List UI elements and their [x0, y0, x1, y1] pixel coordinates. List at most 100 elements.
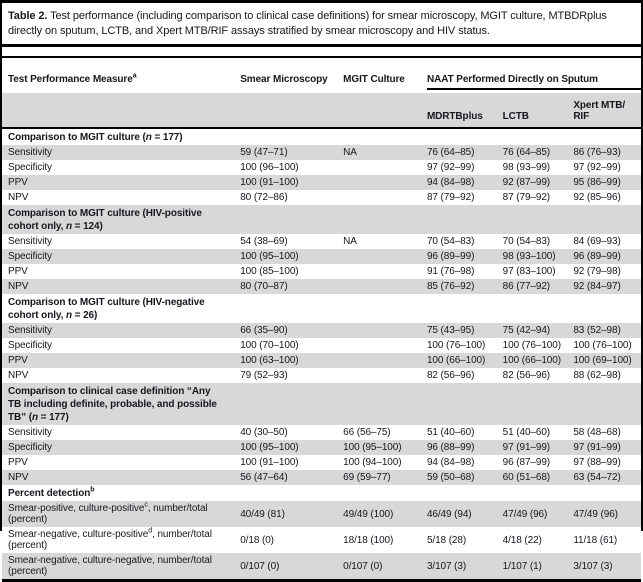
value-cell: 47/49 (96) — [573, 508, 618, 520]
value-cell: 82 (56–96) — [502, 370, 551, 381]
table-row: Sensitivity 40 (30–50) 66 (56–75) 51 (40–60… — [2, 425, 641, 440]
value-cell: 100 (95–100) — [343, 442, 402, 453]
column-header-row: Test Performance Measurea Smear Microsco… — [2, 57, 641, 93]
row-label: Specificity — [8, 251, 52, 262]
value-cell: 87 (79–92) — [426, 192, 475, 203]
col-header-smear-microscopy: Smear Microscopy — [240, 74, 328, 85]
value-cell: 51 (40–60) — [426, 427, 475, 438]
value-cell: 92 (87–99) — [502, 177, 551, 188]
value-cell: 96 (89–99) — [573, 251, 621, 262]
value-cell: 96 (87–99) — [502, 457, 551, 468]
table-row: Sensitivity 54 (38–69) NA 70 (54–83) 70 (54–… — [2, 234, 641, 249]
empty-cell — [2, 93, 241, 129]
value-cell: 91 (76–98) — [426, 266, 475, 277]
value-cell — [343, 264, 427, 279]
row-label: Specificity — [8, 162, 52, 173]
col-header-xpert-mtb-rif: Xpert MTB/RIF — [573, 93, 641, 129]
naat-group-label: NAAT Performed Directly on Sputum — [426, 74, 641, 90]
value-cell: 69 (59–77) — [343, 472, 391, 483]
value-cell: 59 (50–68) — [426, 472, 475, 483]
value-cell: 98 (93–99) — [502, 162, 551, 173]
value-cell: 79 (52–93) — [240, 370, 288, 381]
value-cell: 54 (38–69) — [240, 236, 288, 247]
value-cell: 92 (84–97) — [573, 281, 621, 292]
value-cell: 92 (79–98) — [573, 266, 621, 277]
empty-cell — [240, 93, 344, 129]
value-cell: 76 (64–85) — [502, 147, 551, 158]
section-title: Comparison to MGIT culture (HIV-negative… — [8, 297, 205, 321]
section-title: Comparison to MGIT culture (n = 177) — [8, 132, 183, 143]
value-cell: 86 (76–93) — [573, 147, 621, 158]
section-header-row: Comparison to clinical case definition “… — [2, 383, 641, 425]
row-label: NPV — [8, 370, 29, 381]
naat-subheader-row: MDRTBplus LCTB Xpert MTB/RIF — [2, 93, 641, 129]
table-row: NPV 80 (70–87) 85 (76–92) 86 (77–92) 92 (84–… — [2, 279, 641, 294]
value-cell — [343, 279, 427, 294]
value-cell: 80 (72–86) — [240, 192, 288, 203]
value-cell: 87 (79–92) — [502, 192, 551, 203]
row-label: NPV — [8, 192, 29, 203]
table-row: Specificity 100 (95–100) 96 (89–99) 98 (93–… — [2, 249, 641, 264]
value-cell: 5/18 (28) — [426, 534, 467, 546]
value-cell: 88 (62–98) — [573, 370, 621, 381]
value-cell: 47/49 (96) — [502, 508, 548, 520]
section-header-row: Comparison to MGIT culture (HIV-positive… — [2, 205, 641, 234]
value-cell: 3/107 (3) — [426, 560, 467, 572]
value-cell: 66 (35–90) — [240, 325, 288, 336]
value-cell: NA — [343, 147, 357, 158]
value-cell: 60 (51–68) — [502, 472, 551, 483]
value-cell: 100 (95–100) — [240, 442, 299, 453]
value-cell: 0/18 (0) — [240, 534, 274, 546]
table-row: Sensitivity 59 (47–71) NA 76 (64–85) 76 (64–… — [2, 145, 641, 160]
test-performance-table: Test Performance Measurea Smear Microsco… — [2, 56, 641, 582]
value-cell: 49/49 (100) — [343, 508, 394, 520]
table-row: Sensitivity 66 (35–90) 75 (43–95) 75 (42–94… — [2, 323, 641, 338]
table-row: PPV 100 (63–100) 100 (66–100) 100 (66–100) 1… — [2, 353, 641, 368]
row-label: Sensitivity — [8, 236, 52, 247]
table-header: Test Performance Measurea Smear Microsco… — [2, 57, 641, 129]
value-cell: 11/18 (61) — [573, 534, 618, 546]
section-title: Percent detectionb — [8, 486, 95, 499]
footnote-marker: b — [90, 486, 95, 494]
value-cell: 100 (94–100) — [343, 457, 402, 468]
col-header-lctb: LCTB — [502, 93, 574, 129]
row-label: Sensitivity — [8, 427, 52, 438]
col-header-measure: Test Performance Measurea — [8, 72, 137, 85]
value-cell: 100 (91–100) — [240, 177, 299, 188]
value-cell: 56 (47–64) — [240, 472, 288, 483]
row-label: Smear-negative, culture-positived, numbe… — [8, 527, 212, 551]
row-label: NPV — [8, 472, 29, 483]
value-cell: 97 (91–99) — [502, 442, 551, 453]
value-cell: 4/18 (22) — [502, 534, 542, 546]
table-caption-text: Test performance (including comparison t… — [8, 10, 607, 37]
value-cell: 0/107 (0) — [240, 560, 280, 572]
value-cell: 70 (54–83) — [502, 236, 551, 247]
caption-divider-rule — [2, 44, 641, 47]
section-title: Comparison to MGIT culture (HIV-positive… — [8, 208, 202, 232]
table-row: NPV 56 (47–64) 69 (59–77) 59 (50–68) 60 (51–… — [2, 470, 641, 485]
value-cell: 95 (86–99) — [573, 177, 621, 188]
value-cell — [343, 249, 427, 264]
row-label: NPV — [8, 281, 29, 292]
col-header-mdrtbplus: MDRTBplus — [426, 93, 503, 129]
section-title: Comparison to clinical case definition “… — [8, 386, 217, 423]
value-cell: 84 (69–93) — [573, 236, 621, 247]
value-cell: 75 (43–95) — [426, 325, 475, 336]
value-cell: 94 (84–98) — [426, 177, 475, 188]
value-cell: 100 (66–100) — [426, 355, 486, 366]
value-cell — [343, 323, 427, 338]
value-cell: 94 (84–98) — [426, 457, 475, 468]
table-number: Table 2. — [8, 10, 48, 22]
value-cell: 40/49 (81) — [240, 508, 285, 520]
section-header-row: Comparison to MGIT culture (n = 177) — [2, 128, 641, 145]
value-cell: 100 (96–100) — [240, 162, 299, 173]
value-cell: 100 (69–100) — [573, 355, 632, 366]
empty-cell — [343, 93, 427, 129]
value-cell: 100 (70–100) — [240, 340, 299, 351]
value-cell — [343, 190, 427, 205]
table-row: PPV 100 (91–100) 94 (84–98) 92 (87–99) 95 (8… — [2, 175, 641, 190]
row-label: Sensitivity — [8, 325, 52, 336]
row-label: Specificity — [8, 340, 52, 351]
value-cell: 63 (54–72) — [573, 472, 621, 483]
value-cell: 70 (54–83) — [426, 236, 475, 247]
